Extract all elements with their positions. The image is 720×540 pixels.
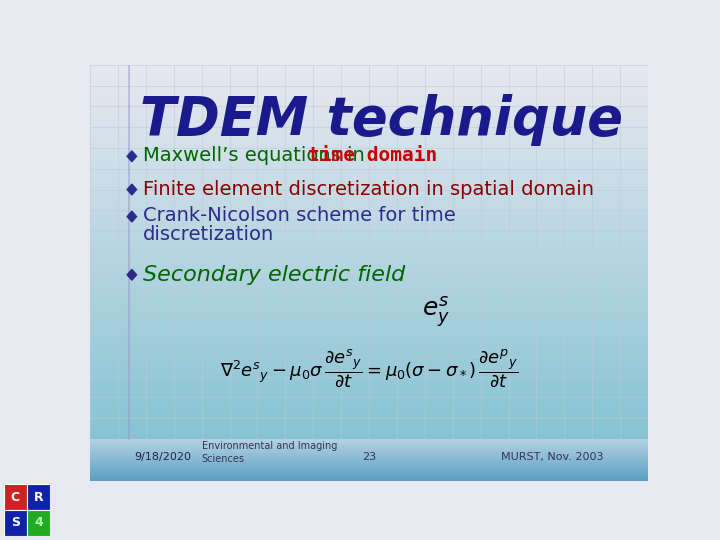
Text: S: S [11, 516, 20, 529]
Text: discretization: discretization [143, 225, 274, 244]
Text: 23: 23 [362, 452, 376, 462]
Text: Maxwell’s equations in: Maxwell’s equations in [143, 146, 371, 165]
Bar [4, 484, 27, 510]
Bar [4, 510, 27, 536]
Text: C: C [11, 491, 20, 504]
Text: Crank-Nicolson scheme for time: Crank-Nicolson scheme for time [143, 206, 456, 225]
Polygon shape [127, 269, 137, 280]
Text: Environmental and Imaging: Environmental and Imaging [202, 441, 337, 451]
Text: $e^s_y$: $e^s_y$ [422, 294, 450, 330]
Bar [27, 510, 50, 536]
Text: R: R [34, 491, 43, 504]
Text: 4: 4 [35, 516, 43, 529]
Text: MURST, Nov. 2003: MURST, Nov. 2003 [501, 452, 603, 462]
Polygon shape [127, 151, 137, 161]
Text: Sciences: Sciences [202, 454, 245, 464]
Bar [27, 484, 50, 510]
Polygon shape [127, 211, 137, 222]
Text: time domain: time domain [307, 146, 437, 165]
Text: Secondary electric field: Secondary electric field [143, 265, 405, 285]
Text: Finite element discretization in spatial domain: Finite element discretization in spatial… [143, 180, 594, 199]
Text: TDEM technique: TDEM technique [140, 94, 624, 146]
Text: $\nabla^2 e^s{}_y - \mu_0\sigma\,\dfrac{\partial e^s{}_y}{\partial t} = \mu_0(\s: $\nabla^2 e^s{}_y - \mu_0\sigma\,\dfrac{… [220, 347, 518, 389]
Polygon shape [127, 184, 137, 195]
Text: 9/18/2020: 9/18/2020 [135, 452, 192, 462]
